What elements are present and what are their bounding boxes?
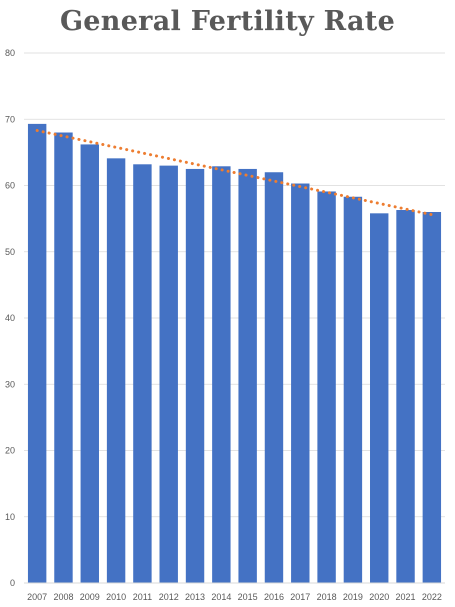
y-tick-label: 10 (5, 512, 15, 522)
x-tick-label: 2020 (369, 592, 389, 602)
x-tick-label: 2007 (27, 592, 47, 602)
y-tick-label: 70 (5, 114, 15, 124)
bar (106, 158, 126, 583)
bar (370, 213, 389, 583)
x-tick-label: 2014 (211, 592, 231, 602)
bar (212, 166, 231, 583)
x-tick-label: 2010 (106, 592, 126, 602)
y-tick-label: 60 (5, 181, 15, 191)
x-tick-label: 2016 (264, 592, 284, 602)
x-tick-label: 2017 (290, 592, 310, 602)
bar (185, 168, 205, 583)
x-tick-label: 2012 (159, 592, 179, 602)
x-tick-label: 2009 (80, 592, 100, 602)
x-tick-label: 2015 (238, 592, 258, 602)
x-tick-label: 2022 (422, 592, 442, 602)
y-tick-label: 40 (5, 313, 15, 323)
bar (317, 191, 336, 583)
bar (54, 132, 73, 583)
y-tick-label: 80 (5, 48, 15, 58)
bar (343, 196, 363, 583)
chart-title: General Fertility Rate (59, 6, 396, 37)
x-tick-label: 2018 (317, 592, 337, 602)
x-axis-ticks: 2007 2008 2009 2010 2011 2012 2013 2014 2015 2016… (27, 592, 442, 602)
bar (27, 123, 47, 583)
bar (133, 164, 152, 584)
x-tick-label: 2013 (185, 592, 205, 602)
bar (291, 183, 310, 583)
bar (159, 165, 178, 583)
bar (238, 168, 257, 583)
trendline-path (35, 129, 434, 217)
y-tick-label: 30 (5, 379, 15, 389)
bar (80, 144, 99, 584)
bar (422, 212, 442, 583)
x-tick-label: 2008 (53, 592, 73, 602)
bar (396, 210, 415, 583)
x-tick-label: 2011 (133, 592, 152, 602)
y-tick-label: 20 (5, 446, 15, 456)
x-tick-label: 2021 (396, 592, 416, 602)
x-tick-label: 2019 (343, 592, 363, 602)
y-axis-ticks: 0 10 20 30 40 50 60 70 80 (5, 48, 15, 588)
bar-series (27, 123, 442, 584)
y-tick-label: 50 (5, 247, 15, 257)
y-tick-label: 0 (10, 578, 15, 588)
trendline (35, 129, 434, 217)
bar (264, 172, 284, 583)
